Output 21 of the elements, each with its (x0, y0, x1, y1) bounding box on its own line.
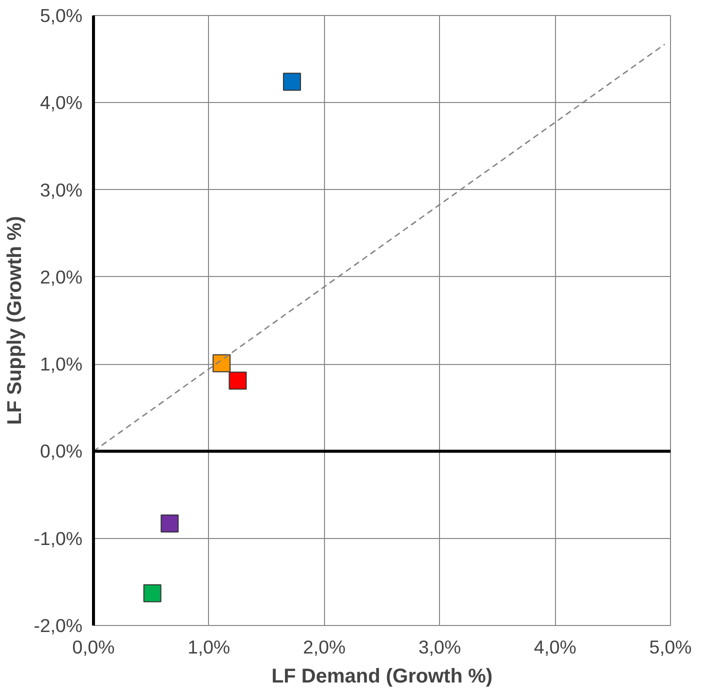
x-tick-label: 2,0% (303, 636, 346, 658)
x-tick-label: 0,0% (72, 636, 115, 658)
point (143, 584, 162, 602)
y-tick-label: 2,0% (40, 266, 83, 288)
point (212, 354, 231, 372)
y-tick-label: 5,0% (40, 5, 83, 26)
x-tick-label: 4,0% (534, 636, 576, 658)
y-tick-label: -2,0% (34, 615, 83, 636)
x-tick-label: 5,0% (649, 636, 692, 658)
point (228, 372, 247, 390)
x-axis-title: LF Demand (Growth %) (271, 666, 493, 688)
point (160, 514, 179, 533)
y-tick-label: 0,0% (40, 440, 83, 462)
y-tick-label: 1,0% (40, 354, 83, 375)
y-tick-label: 3,0% (40, 179, 83, 200)
x-tick-label: 1,0% (188, 636, 230, 658)
point (282, 72, 301, 91)
y-axis-title: LF Supply (Growth %) (4, 216, 26, 425)
x-tick-label: 3,0% (418, 636, 461, 658)
y-tick-label: 4,0% (40, 92, 83, 114)
y-tick-label: -1,0% (34, 528, 83, 549)
